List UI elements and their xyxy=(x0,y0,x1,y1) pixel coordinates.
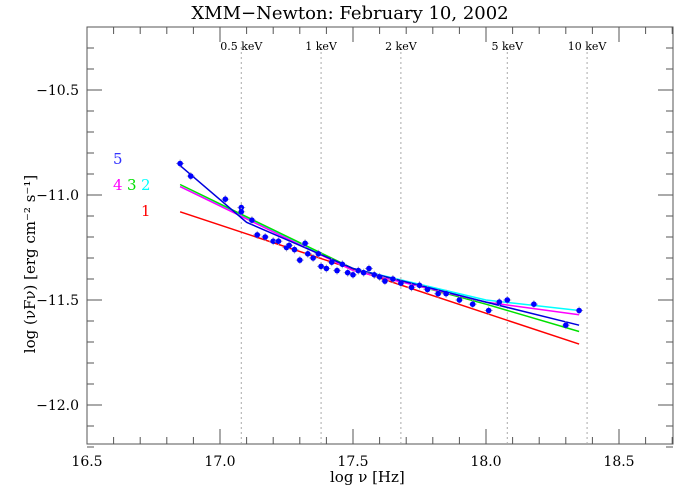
legend-1: 1 xyxy=(141,202,151,220)
data-point xyxy=(310,255,316,261)
data-point xyxy=(382,278,388,284)
data-point xyxy=(249,217,255,223)
data-point xyxy=(469,301,476,308)
chart-title: XMM−Newton: February 10, 2002 xyxy=(191,3,509,24)
legend-2: 2 xyxy=(141,176,151,194)
data-point xyxy=(576,307,582,314)
data-point xyxy=(238,209,245,215)
data-point xyxy=(291,246,298,253)
data-point xyxy=(275,238,282,244)
data-point xyxy=(350,272,356,278)
data-point xyxy=(302,240,308,247)
data-point xyxy=(334,267,340,274)
y-axis-label: log (νFν) [erg cm⁻² s⁻¹] xyxy=(21,174,39,354)
data-point xyxy=(531,301,537,308)
data-point xyxy=(496,299,503,305)
legend-5: 5 xyxy=(113,150,123,168)
data-point xyxy=(177,160,183,167)
data-point xyxy=(222,196,229,202)
y-tick-label: −10.5 xyxy=(36,83,79,99)
data-point xyxy=(504,297,511,303)
data-point xyxy=(435,290,441,297)
data-point xyxy=(485,307,492,314)
data-point xyxy=(315,251,322,257)
data-point xyxy=(456,297,463,303)
energy-marker-label: 0.5 keV xyxy=(220,40,263,53)
data-point xyxy=(563,322,569,329)
data-point xyxy=(286,242,292,249)
x-axis-label: log ν [Hz] xyxy=(330,468,405,486)
data-point xyxy=(304,251,311,257)
y-tick-label: −11.5 xyxy=(36,293,79,309)
data-point xyxy=(360,269,367,276)
model-line xyxy=(179,165,580,326)
energy-marker-label: 1 keV xyxy=(305,40,338,53)
y-tick-label: −12.0 xyxy=(36,398,79,414)
legend-4: 4 xyxy=(113,176,123,194)
energy-marker-label: 2 keV xyxy=(385,40,418,53)
data-point xyxy=(318,263,324,270)
data-point xyxy=(262,234,269,240)
data-point xyxy=(416,282,423,289)
data-point xyxy=(270,238,277,244)
x-tick-label: 16.5 xyxy=(71,454,102,470)
data-point xyxy=(408,284,415,291)
x-tick-label: 17.5 xyxy=(337,454,368,470)
data-point xyxy=(323,265,330,272)
data-point xyxy=(398,280,404,287)
data-point xyxy=(390,276,396,282)
data-point xyxy=(187,173,194,179)
x-tick-label: 18.5 xyxy=(603,454,634,470)
data-point xyxy=(344,269,351,276)
data-point xyxy=(355,267,362,274)
data-point xyxy=(339,261,346,268)
plot-frame xyxy=(86,26,674,445)
data-point xyxy=(424,286,431,293)
data-point xyxy=(297,257,303,263)
energy-marker-label: 10 keV xyxy=(568,40,608,53)
legend-3: 3 xyxy=(127,176,137,194)
data-point xyxy=(238,204,245,211)
data-point xyxy=(366,265,372,272)
data-point xyxy=(328,259,335,266)
y-tick-label: −11.0 xyxy=(36,188,79,204)
energy-marker-label: 5 keV xyxy=(491,40,524,53)
data-point xyxy=(376,274,383,280)
data-point xyxy=(371,272,378,278)
data-point xyxy=(254,232,261,238)
x-tick-label: 18.0 xyxy=(470,454,501,470)
x-tick-label: 17.0 xyxy=(204,454,235,470)
data-point xyxy=(443,290,449,297)
